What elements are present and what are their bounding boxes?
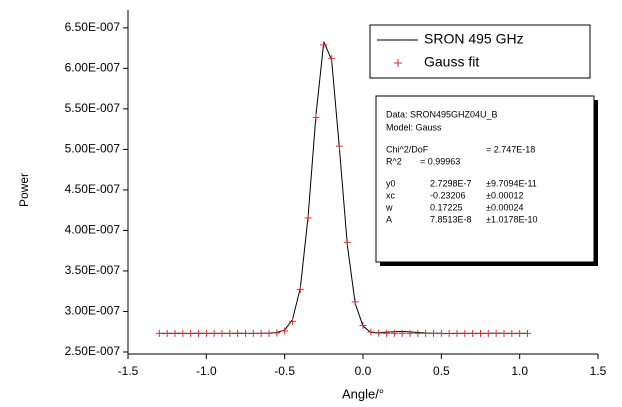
fit-marker: [453, 329, 461, 337]
fit-marker: [273, 329, 281, 337]
fit-marker: [155, 329, 163, 337]
fit-marker: [312, 113, 320, 121]
annotation-text: y0: [386, 178, 396, 188]
fit-marker: [367, 328, 375, 336]
fit-marker: [359, 322, 367, 330]
annotation-text: Data: SRON495GHZ04U_B: [386, 109, 498, 119]
x-tick-label: 1.5: [590, 364, 607, 378]
fit-marker: [484, 329, 492, 337]
annotation-text: ±1.0178E-10: [486, 214, 537, 224]
fit-marker: [375, 329, 383, 337]
fit-marker: [422, 329, 430, 337]
fit-marker: [390, 329, 398, 337]
annotation-text: -0.23206: [430, 190, 466, 200]
fit-marker: [430, 329, 437, 337]
annotation-text: 7.8513E-8: [430, 214, 472, 224]
y-tick-label: 5.00E-007: [65, 142, 121, 156]
annotation-text: Model: Gauss: [386, 122, 442, 132]
fit-marker: [414, 329, 422, 337]
fit-marker: [524, 329, 531, 337]
fit-marker: [398, 329, 406, 337]
fit-marker: [187, 329, 195, 337]
fit-marker: [171, 329, 179, 337]
fit-marker: [437, 329, 445, 337]
fit-marker: [242, 329, 249, 337]
fit-marker: [281, 327, 289, 335]
x-tick-label: -0.5: [274, 364, 295, 378]
annotation-text: xc: [386, 190, 396, 200]
annotation-text: = 2.747E-18: [486, 144, 535, 154]
y-tick-label: 6.00E-007: [65, 61, 121, 75]
y-axis-title: Power: [17, 173, 31, 207]
legend-box: [369, 24, 591, 79]
fit-marker: [218, 329, 226, 337]
x-axis-title: Angle/°: [342, 386, 384, 401]
fit-marker: [516, 329, 524, 337]
fit-marker: [469, 329, 477, 337]
y-tick-label: 3.00E-007: [65, 304, 121, 318]
fit-marker: [296, 285, 304, 293]
fit-marker: [234, 329, 242, 337]
annotation-text: R^2: [386, 156, 402, 166]
fit-marker: [477, 329, 484, 337]
fit-marker: [336, 142, 343, 150]
fit-marker: [226, 329, 234, 337]
fit-marker: [508, 329, 516, 337]
x-tick-label: -1.5: [118, 364, 139, 378]
fit-marker: [343, 238, 351, 246]
fit-marker: [492, 329, 500, 337]
fit-marker: [210, 329, 218, 337]
fit-marker: [383, 329, 390, 337]
y-tick-label: 5.50E-007: [65, 101, 121, 115]
y-tick-label: 6.50E-007: [65, 20, 121, 34]
y-tick-label: 3.50E-007: [65, 263, 121, 277]
annotation-text: ±0.00012: [486, 190, 523, 200]
annotation: Data: SRON495GHZ04U_B Model: Gauss Chi^2/D…: [385, 109, 537, 224]
fit-marker: [304, 214, 312, 222]
x-tick-label: 0.5: [433, 364, 450, 378]
annotation-text: Chi^2/DoF: [386, 144, 429, 154]
annotation-text: w: [385, 202, 393, 212]
annotation-text: A: [386, 214, 392, 224]
legend-label: Gauss fit: [424, 54, 479, 70]
fit-marker: [249, 329, 257, 337]
fit-marker: [163, 329, 171, 337]
fit-marker: [406, 329, 414, 337]
x-tick-label: -1.0: [196, 364, 217, 378]
fit-marker: [320, 41, 328, 49]
fit-marker: [461, 329, 469, 337]
fit-marker: [265, 329, 273, 337]
x-tick-label: 0.0: [355, 364, 372, 378]
legend-marker: [394, 59, 402, 67]
annotation-box: [375, 95, 595, 263]
annotation-text: ±9.7094E-11: [486, 178, 537, 188]
annotation-text: 0.17225: [430, 202, 463, 212]
annotation-text: 2.7298E-7: [430, 178, 472, 188]
fit-marker: [179, 329, 187, 337]
fit-marker: [445, 329, 453, 337]
fit-marker: [351, 298, 359, 306]
fit-marker: [202, 329, 210, 337]
fit-marker: [195, 329, 202, 337]
fit-marker: [289, 317, 296, 325]
y-tick-label: 2.50E-007: [65, 344, 121, 358]
annotation-text: = 0.99963: [420, 156, 460, 166]
y-tick-label: 4.00E-007: [65, 223, 121, 237]
fit-marker: [328, 54, 336, 62]
annotation-text: ±0.00024: [486, 202, 523, 212]
legend-label: SRON 495 GHz: [424, 31, 524, 47]
fit-marker: [500, 329, 508, 337]
y-tick-label: 4.50E-007: [65, 182, 121, 196]
fit-marker: [257, 329, 265, 337]
x-tick-label: 1.0: [511, 364, 528, 378]
